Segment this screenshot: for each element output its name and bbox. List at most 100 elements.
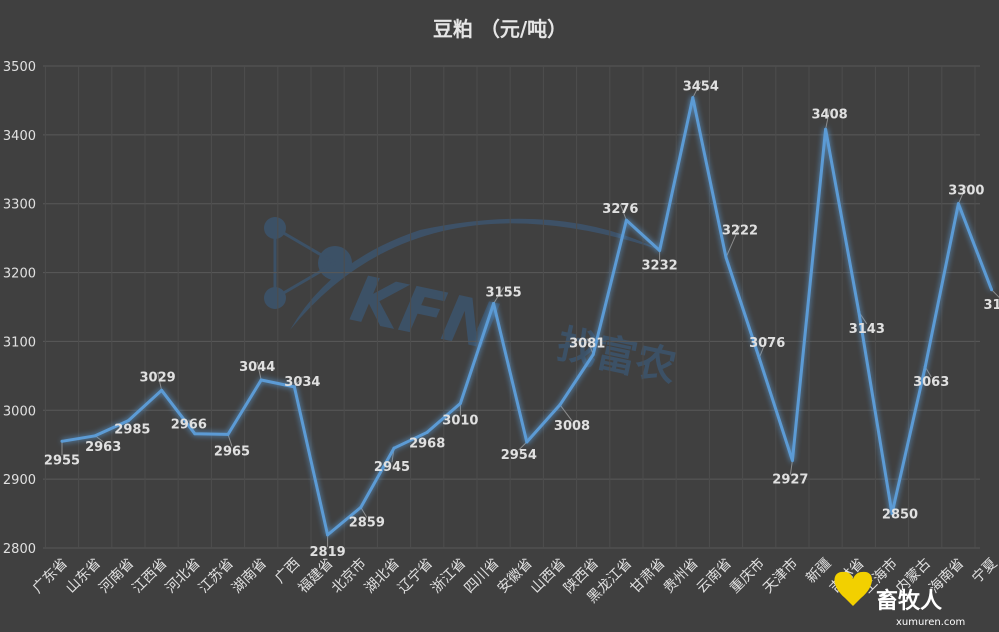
data-points <box>60 96 994 537</box>
x-tick-label: 山西省 <box>528 556 569 597</box>
data-point <box>425 430 429 434</box>
data-point <box>326 533 330 537</box>
x-tick-label: 江苏省 <box>196 556 237 597</box>
data-label: 3232 <box>642 259 678 274</box>
data-point <box>60 439 64 443</box>
data-point <box>890 512 894 516</box>
data-point <box>757 356 761 360</box>
data-point <box>790 459 794 463</box>
data-point <box>824 127 828 131</box>
y-axis: 2800 2900 3000 3100 3200 3300 3400 3500 <box>3 60 36 557</box>
x-tick-label: 江西省 <box>129 556 170 597</box>
leader-line <box>227 434 233 447</box>
x-tick-label: 天津市 <box>760 555 802 597</box>
data-label: 2927 <box>772 473 808 488</box>
x-tick-label: 重庆市 <box>726 555 768 597</box>
y-tick-label: 3200 <box>3 267 36 282</box>
x-tick-label: 山东省 <box>63 556 104 597</box>
watermark-swoosh <box>290 218 660 330</box>
leader-line <box>294 376 303 388</box>
data-label: 3063 <box>913 375 949 390</box>
leader-line <box>256 361 262 381</box>
data-point <box>193 432 197 436</box>
x-tick-label: 安徽省 <box>495 556 536 597</box>
data-point <box>126 419 130 423</box>
leader-line <box>157 372 163 391</box>
y-tick-label: 3000 <box>3 404 36 419</box>
leader-line <box>559 404 573 422</box>
data-point <box>558 403 562 407</box>
x-tick-label: 甘肃省 <box>627 556 668 597</box>
leader-line <box>825 109 831 130</box>
logo-heart-icon <box>834 571 872 606</box>
data-point <box>259 378 263 382</box>
data-label: 2954 <box>501 448 537 463</box>
data-label: 3010 <box>442 413 478 428</box>
data-label: 3222 <box>722 223 758 238</box>
leader-line <box>991 289 999 298</box>
leader-line <box>758 337 768 359</box>
data-point <box>724 255 728 259</box>
data-point <box>591 353 595 357</box>
y-tick-label: 3300 <box>3 198 36 213</box>
data-label: 2985 <box>114 423 150 438</box>
leader-line <box>493 287 505 304</box>
y-tick-label: 3400 <box>3 129 36 144</box>
leader-line <box>360 507 368 518</box>
x-tick-label: 湖南省 <box>229 556 270 597</box>
data-point <box>956 202 960 206</box>
data-point <box>658 249 662 253</box>
chart-title: 豆粕 （元/吨） <box>433 17 567 41</box>
data-label: 3008 <box>554 419 590 434</box>
data-label: 3155 <box>486 286 522 301</box>
x-tick-label: 广东省 <box>30 556 71 597</box>
leader-line <box>619 204 627 221</box>
x-tick-label: 河南省 <box>96 556 137 597</box>
data-label: 3408 <box>812 107 848 122</box>
leader-line <box>789 460 793 475</box>
data-point <box>691 96 695 100</box>
x-tick-label: 宁夏 <box>969 555 999 587</box>
y-tick-label: 3500 <box>3 60 36 75</box>
series-line <box>61 96 993 537</box>
data-label: 3044 <box>239 360 275 375</box>
data-label: 3300 <box>948 184 984 199</box>
data-point <box>226 432 230 436</box>
x-tick-label: 湖北省 <box>362 556 403 597</box>
data-point <box>923 365 927 369</box>
data-point <box>160 388 164 392</box>
data-label: 2965 <box>214 444 250 459</box>
data-label: 2850 <box>882 508 918 523</box>
leader-line <box>692 81 702 98</box>
data-point <box>525 440 529 444</box>
x-tick-label: 河北省 <box>163 556 204 597</box>
grid <box>43 65 980 549</box>
y-tick-label: 2900 <box>3 473 36 488</box>
x-tick-label: 北京市 <box>328 555 370 597</box>
data-label: 2966 <box>171 418 207 433</box>
data-label: 3276 <box>602 202 638 217</box>
logo-url: xumuren.com <box>896 617 965 628</box>
data-label: 2963 <box>85 440 121 455</box>
data-label: 3081 <box>569 337 605 352</box>
y-tick-label: 2800 <box>3 542 36 557</box>
data-label: 2859 <box>349 515 385 530</box>
watermark-text: KFN <box>345 262 504 365</box>
data-point <box>624 218 628 222</box>
data-label: 2945 <box>374 460 410 475</box>
site-logo: 畜牧人 xumuren.com <box>834 571 965 628</box>
data-point <box>359 505 363 509</box>
data-label: 3175 <box>984 298 999 313</box>
leader-line <box>957 185 967 204</box>
leader-line <box>586 338 594 355</box>
data-point <box>93 434 97 438</box>
data-point <box>857 310 861 314</box>
x-tick-label: 浙江省 <box>428 556 469 597</box>
data-point <box>292 385 296 389</box>
data-point <box>458 401 462 405</box>
data-label: 3034 <box>284 375 320 390</box>
watermark-cn-text: 找富农 <box>553 321 680 391</box>
data-label: 3076 <box>749 336 785 351</box>
data-label: 2955 <box>44 453 80 468</box>
